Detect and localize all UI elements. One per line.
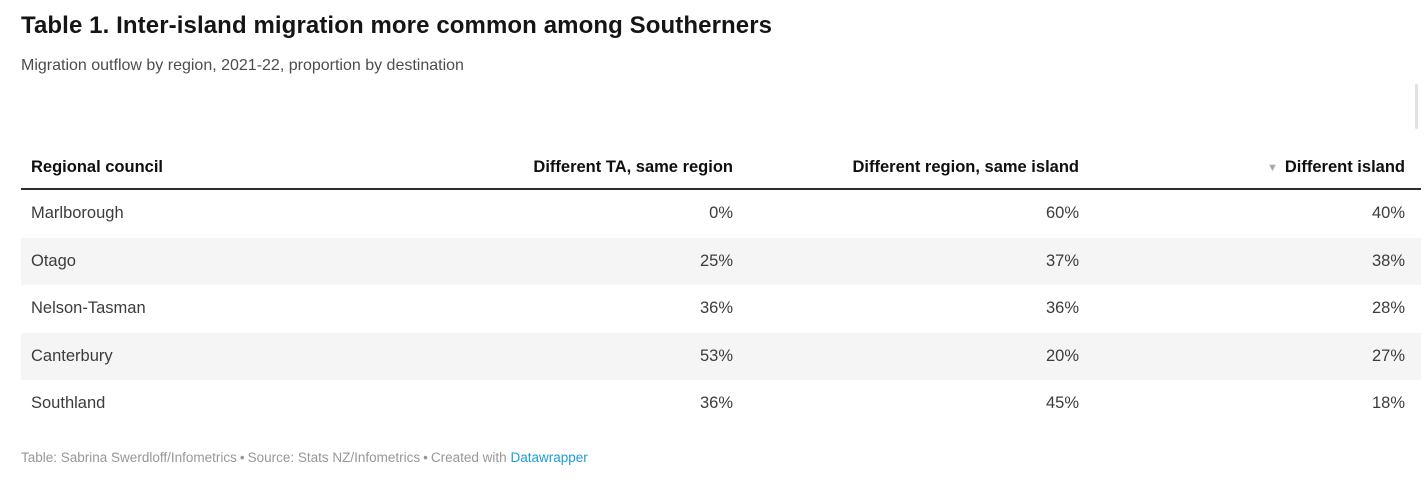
table-credit: Table: Sabrina Swerdloff/Infometrics: [21, 450, 237, 465]
table-row: Marlborough 0% 60% 40%: [21, 189, 1421, 238]
migration-table: Regional council Different TA, same regi…: [21, 146, 1421, 428]
column-header-label: Different TA, same region: [533, 157, 733, 176]
separator-dot: •: [423, 450, 428, 465]
column-header-different-ta-same-region[interactable]: Different TA, same region: [367, 146, 733, 190]
table-body: Marlborough 0% 60% 40% Otago 25% 37% 38% Nelson-…: [21, 189, 1421, 428]
column-header-label: Different island: [1284, 157, 1405, 176]
value-cell: 28%: [1371, 299, 1405, 318]
page-title: Table 1. Inter-island migration more com…: [21, 12, 773, 39]
value-cell: 36%: [699, 394, 733, 413]
value-cell: 60%: [1045, 204, 1079, 223]
table-header: Regional council Different TA, same regi…: [21, 146, 1421, 190]
region-cell: Southland: [31, 394, 106, 413]
value-cell: 25%: [699, 251, 733, 270]
value-cell: 20%: [1045, 346, 1079, 365]
attribution-footer: Table: Sabrina Swerdloff/Infometrics • Sou…: [21, 450, 588, 465]
region-cell: Canterbury: [31, 346, 113, 365]
region-cell: Nelson-Tasman: [31, 299, 146, 318]
column-header-label: Different region, same island: [852, 157, 1079, 176]
table-row: Otago 25% 37% 38%: [21, 237, 1421, 285]
datawrapper-link[interactable]: Datawrapper: [510, 450, 588, 465]
separator-dot: •: [239, 450, 245, 465]
value-cell: 0%: [709, 204, 733, 223]
value-cell: 18%: [1371, 394, 1405, 413]
column-header-label: Regional council: [31, 157, 164, 176]
region-cell: Otago: [31, 251, 76, 270]
table-row: Nelson-Tasman 36% 36% 28%: [21, 285, 1421, 333]
table-row: Southland 36% 45% 18%: [21, 380, 1421, 428]
sort-descending-icon: ▼: [1267, 161, 1278, 174]
column-header-regional-council[interactable]: Regional council: [21, 146, 367, 190]
region-cell: Marlborough: [31, 204, 124, 223]
value-cell: 37%: [1045, 251, 1079, 270]
scrollbar-thumb[interactable]: [1415, 84, 1418, 129]
table-row: Canterbury 53% 20% 27%: [21, 332, 1421, 380]
value-cell: 27%: [1371, 346, 1405, 365]
value-cell: 45%: [1045, 394, 1079, 413]
created-with-text: Created with: [430, 450, 507, 465]
table-header-row: Regional council Different TA, same regi…: [21, 146, 1421, 190]
column-header-different-region-same-island[interactable]: Different region, same island: [733, 146, 1079, 190]
value-cell: 38%: [1371, 251, 1405, 270]
column-header-different-island[interactable]: ▼ Different island: [1079, 146, 1421, 190]
value-cell: 53%: [699, 346, 733, 365]
value-cell: 40%: [1371, 204, 1405, 223]
value-cell: 36%: [1045, 299, 1079, 318]
page-subtitle: Migration outflow by region, 2021-22, pr…: [21, 57, 464, 74]
source-credit: Source: Stats NZ/Infometrics: [247, 450, 421, 465]
value-cell: 36%: [699, 299, 733, 318]
